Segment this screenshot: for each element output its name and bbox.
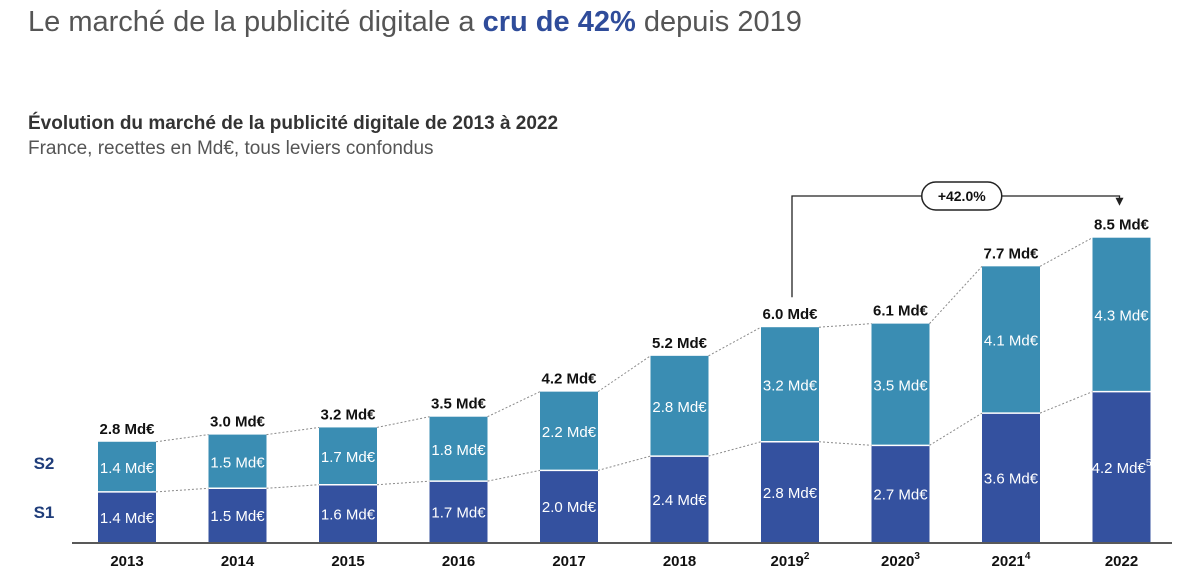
- x-tick-label: 20192: [771, 551, 810, 570]
- bar-s1-value-label: 2.7 Md€: [873, 487, 928, 504]
- growth-badge-label: +42.0%: [938, 188, 986, 204]
- bar-s1: [98, 491, 156, 542]
- bar-s2: [871, 323, 930, 446]
- segment-connector-line: [1039, 391, 1093, 414]
- bar-s1-value-label: 1.4 Md€: [100, 510, 155, 527]
- bar-s2: [650, 355, 709, 457]
- bar-total-label: 6.0 Md€: [762, 306, 818, 323]
- segment-connector-line: [929, 412, 983, 446]
- bar-s2-value-label: 1.8 Md€: [431, 442, 486, 459]
- x-tick-label: 2018: [663, 553, 696, 570]
- total-connector-line: [376, 416, 430, 428]
- bar-s2-value-label: 2.2 Md€: [542, 424, 597, 441]
- segment-connector-line: [818, 441, 872, 446]
- bar-s1: [650, 456, 709, 542]
- total-connector-line: [708, 326, 762, 357]
- x-tick-label: 2014: [221, 553, 255, 570]
- total-connector-line: [155, 434, 209, 443]
- bar-s2-value-label: 1.7 Md€: [321, 449, 376, 466]
- bar-s2: [540, 391, 598, 471]
- bar-total-label: 3.5 Md€: [431, 396, 487, 413]
- bar-s1: [208, 488, 267, 542]
- bar-s2-value-label: 4.1 Md€: [984, 333, 1039, 350]
- bar-s2: [208, 434, 267, 489]
- x-tick-label: 20214: [992, 551, 1031, 570]
- growth-bracket-line: [791, 195, 1121, 298]
- bar-s1: [429, 481, 488, 542]
- bar-s2: [98, 441, 156, 492]
- segment-connector-line: [597, 455, 651, 471]
- bar-s2: [982, 266, 1040, 414]
- bar-s2: [319, 427, 377, 485]
- total-connector-line: [487, 391, 541, 418]
- total-connector-line: [929, 266, 983, 324]
- bar-s2: [1092, 237, 1151, 392]
- bar-s2-value-label: 1.4 Md€: [100, 460, 155, 477]
- bar-s1: [982, 413, 1040, 542]
- bar-s1: [319, 484, 377, 542]
- bar-s2: [761, 327, 819, 442]
- series-label-s1: S1: [34, 503, 55, 522]
- bar-s2: [429, 416, 488, 482]
- segment-connector-line: [266, 484, 320, 489]
- chart-title: Évolution du marché de la publicité digi…: [28, 113, 559, 134]
- bar-s1-value-label: 1.6 Md€: [321, 506, 376, 523]
- bar-s2-value-label: 3.2 Md€: [763, 377, 818, 394]
- x-tick-label: 2017: [552, 553, 585, 570]
- bar-s1: [761, 441, 819, 542]
- bar-total-label: 8.5 Md€: [1094, 217, 1150, 234]
- chart-subtitle: France, recettes en Md€, tous leviers co…: [28, 138, 434, 159]
- bar-s2-value-label: 2.8 Md€: [652, 399, 707, 416]
- bar-s1: [871, 445, 930, 542]
- total-connector-line: [1039, 237, 1093, 267]
- bar-s1-value-label: 2.4 Md€: [652, 492, 707, 509]
- segment-connector-line: [708, 441, 762, 457]
- segment-connector-line: [155, 487, 209, 493]
- bar-s1-value-label: 3.6 Md€: [984, 471, 1039, 488]
- bar-s1-value-label: 1.5 Md€: [210, 508, 265, 525]
- headline-text-start: Le marché de la publicité digitale a: [28, 6, 475, 38]
- total-connector-line: [597, 355, 651, 393]
- x-tick-label: 2015: [331, 553, 364, 570]
- x-tick-label: 2013: [110, 553, 143, 570]
- total-connector-line: [818, 323, 872, 328]
- bar-total-label: 3.0 Md€: [210, 414, 266, 431]
- bar-total-label: 6.1 Md€: [873, 303, 929, 320]
- bar-s1: [1092, 391, 1151, 542]
- segment-connector-line: [376, 480, 430, 486]
- bar-s2-value-label: 3.5 Md€: [873, 377, 928, 394]
- growth-badge: [921, 181, 1003, 211]
- x-tick-label: 20203: [881, 551, 920, 570]
- bar-s1-value-label: 4.2 Md€5: [1092, 458, 1152, 477]
- bar-total-label: 7.7 Md€: [983, 245, 1039, 262]
- bar-s2-value-label: 4.3 Md€: [1094, 308, 1149, 325]
- headline-highlight: cru de 42%: [482, 6, 636, 38]
- bar-s1-value-label: 2.0 Md€: [542, 499, 597, 516]
- segment-connector-line: [487, 469, 541, 482]
- bar-s1-value-label: 2.8 Md€: [763, 485, 818, 502]
- x-tick-label: 2016: [442, 553, 475, 570]
- bar-s2-value-label: 1.5 Md€: [210, 454, 265, 471]
- bar-total-label: 4.2 Md€: [541, 371, 597, 388]
- growth-arrow-head: [1115, 197, 1124, 206]
- bar-s1: [540, 470, 598, 542]
- series-label-s2: S2: [34, 454, 55, 473]
- bar-total-label: 3.2 Md€: [320, 406, 376, 423]
- bar-total-label: 5.2 Md€: [652, 335, 708, 352]
- headline: Le marché de la publicité digitale a cru…: [28, 6, 802, 39]
- headline-text-end: depuis 2019: [643, 6, 802, 38]
- bar-total-label: 2.8 Md€: [99, 421, 155, 438]
- bar-s1-value-label: 1.7 Md€: [431, 505, 486, 522]
- x-tick-label: 2022: [1105, 553, 1138, 570]
- total-connector-line: [266, 426, 320, 436]
